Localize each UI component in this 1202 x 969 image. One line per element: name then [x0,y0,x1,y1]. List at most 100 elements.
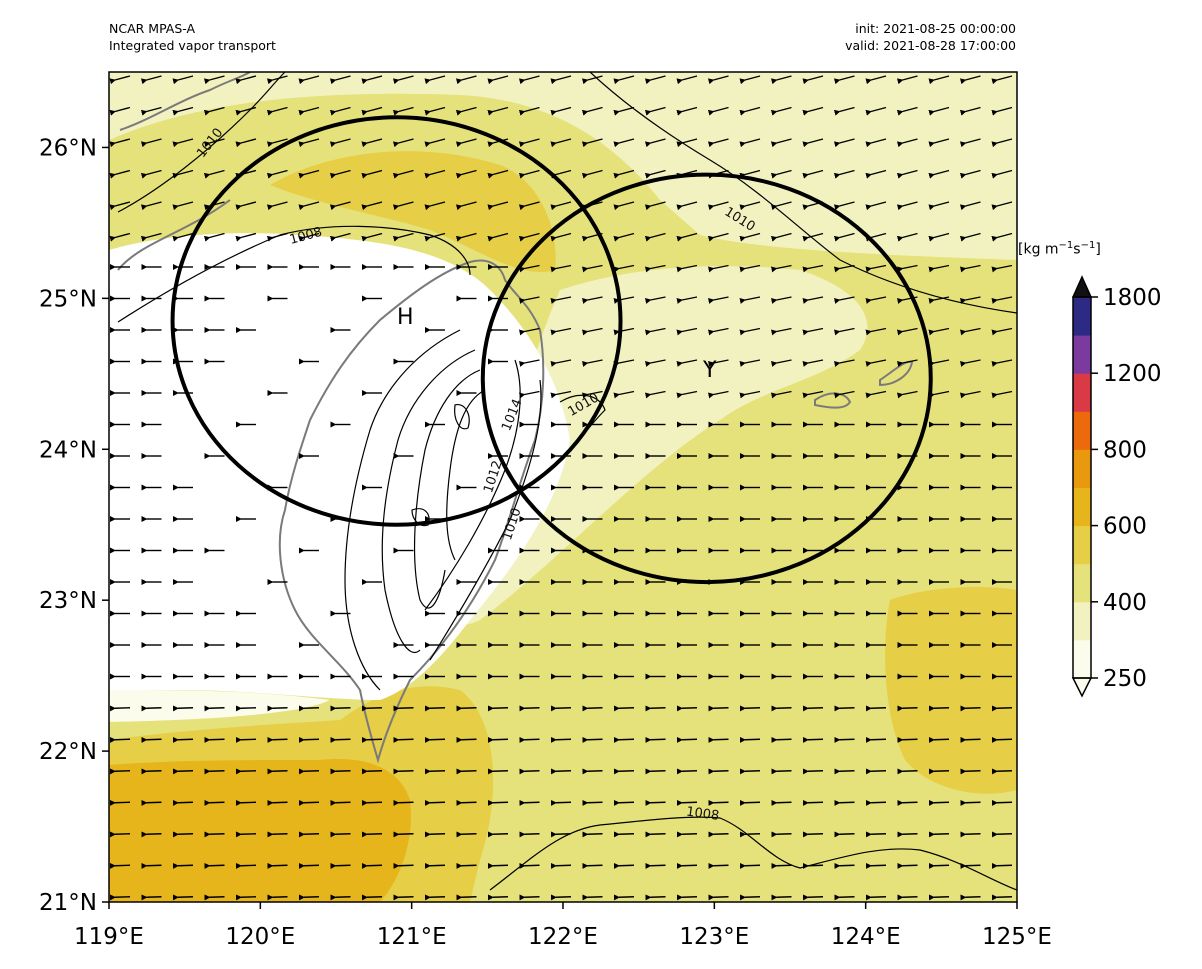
japan-islands [814,360,914,409]
ivt-vector [991,296,1013,304]
ivt-vector [172,705,194,712]
ivt-vector [172,232,194,242]
ivt-vector [172,201,194,211]
ivt-vector [267,736,288,743]
ivt-vector [959,106,981,116]
ivt-vector [865,327,887,336]
lon-tick-label: 120°E [225,924,295,950]
ivt-vector [644,169,666,179]
ivt-vector [235,138,257,148]
china-coast [117,72,251,271]
ivt-vector [645,705,666,712]
ivt-vector [645,768,666,775]
ivt-vector [298,138,320,148]
ivt-vector [141,894,162,901]
ivt-vector [613,296,635,304]
ivt-vector [298,768,320,775]
ivt-vector [392,106,414,116]
model-name: NCAR MPAS-A [109,21,196,36]
ivt-vector [109,232,131,242]
ivt-fill-300-north [640,81,1017,215]
ivt-vector [834,831,855,838]
colorbar-tick-label: 250 [1103,666,1147,692]
ivt-vector [708,768,729,775]
ivt-vector [896,201,918,211]
ivt-vector [739,264,761,273]
ivt-vector [897,799,918,806]
ivt-vector [519,264,540,273]
ivt-vector [865,768,887,775]
ivt-vector [928,799,950,806]
ivt-vector [645,390,666,399]
ivt-vector [928,705,950,712]
colorbar-tick-label: 400 [1103,590,1147,616]
ivt-vector [897,705,918,712]
ivt-vector [519,296,540,304]
ivt-vector [235,201,257,211]
lon-tick-label: 119°E [74,924,144,950]
pressure-contours [117,72,1017,891]
field-name: Integrated vapor transport [109,38,276,53]
ivt-vector [424,736,446,743]
ivt-vector [991,106,1013,116]
ivt-vector [613,705,635,712]
ivt-vector [897,390,918,399]
ivt-vector [739,862,761,869]
ivt-vector [865,831,887,838]
lat-tick-label: 21°N [39,890,97,916]
ivt-vector [455,106,477,116]
ivt-vector [960,390,981,399]
ivt-vector [739,75,761,85]
ivt-vector [644,232,666,242]
ivt-vector [802,138,824,148]
ivt-vector [833,169,855,179]
ivt-vector [329,75,351,85]
ivt-vector [298,831,320,838]
ivt-vector [172,169,194,179]
ivt-vector [771,768,792,775]
ivt-vector [550,201,572,211]
ivt-vector [393,894,414,901]
ivt-vector [708,736,729,743]
ivt-vector [802,75,824,85]
ivt-vector [519,390,540,399]
ivt-vector [550,75,572,85]
ivt-vector [613,169,635,179]
ivt-vector [739,169,761,179]
ivt-vector [771,831,792,838]
ivt-fill-500-east [885,587,1017,794]
ivt-vector [550,169,572,179]
ivt-vector [802,768,824,775]
ivt-vector [833,201,855,211]
ivt-vector [991,75,1013,85]
ivt-vector [392,169,414,179]
ivt-vector [456,862,477,869]
ivt-vector [330,705,351,712]
colorbar-segment [1073,411,1091,450]
ivt-vector [708,799,729,806]
colorbar-extend-max [1071,275,1093,298]
ivt-vector [172,894,194,901]
colorbar-tick-label: 1200 [1103,361,1162,387]
ivt-vector [928,75,950,85]
lon-tick-label: 122°E [528,924,598,950]
ivt-vector [582,768,603,775]
ivt-vector [771,264,792,273]
ivt-vector [644,201,666,211]
ivt-vector [833,232,855,242]
ivt-vector [456,768,477,775]
ivt-vector [550,831,572,838]
ivt-vector [897,327,918,336]
ivt-vector [834,799,855,806]
ivt-vector [172,106,194,116]
ivt-vector [298,201,320,211]
ivt-vector [991,894,1013,901]
ivt-vector [361,799,383,806]
ivt-vector [582,296,603,304]
ivt-vector [896,138,918,148]
ivt-vector [613,232,635,242]
ivt-vector [235,736,257,743]
ivt-vector [896,232,918,242]
ivt-vector [267,705,288,712]
ivt-vector [613,201,635,211]
